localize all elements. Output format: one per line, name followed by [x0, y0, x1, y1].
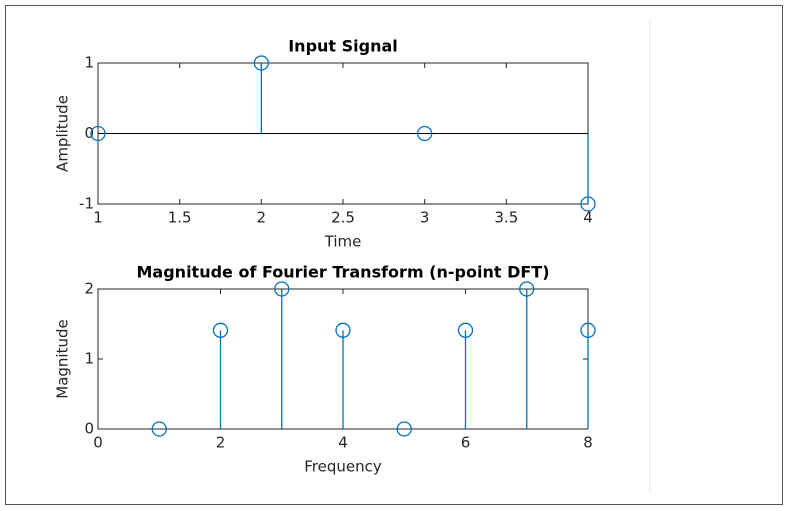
- stem-marker: [580, 322, 596, 338]
- stem-marker: [274, 281, 290, 297]
- stem-marker: [335, 322, 351, 338]
- x-tick-label: 8: [583, 434, 593, 452]
- x-axis-label: Frequency: [304, 458, 382, 476]
- y-axis-label: Magnitude: [54, 319, 72, 398]
- x-tick-label: 4: [338, 434, 348, 452]
- x-tick-label: 6: [461, 434, 471, 452]
- x-tick-label: 4: [583, 209, 593, 227]
- x-axis-label: Time: [324, 233, 362, 251]
- x-tick-label: 0: [93, 434, 103, 452]
- y-axis-label: Amplitude: [54, 95, 72, 172]
- stem-marker: [90, 125, 106, 142]
- y-tick-label: 0: [84, 124, 94, 142]
- x-tick-label: 1: [93, 209, 103, 227]
- y-tick-label: -1: [79, 195, 94, 213]
- stem-marker: [212, 322, 229, 338]
- stem-marker: [457, 322, 474, 338]
- x-tick-label: 3: [420, 209, 430, 227]
- y-tick-label: 1: [84, 54, 94, 72]
- stem-marker: [253, 55, 269, 71]
- y-tick-label: 1: [84, 350, 94, 368]
- y-tick-label: 2: [84, 280, 94, 298]
- chart-title: Magnitude of Fourier Transform (n-point …: [137, 263, 550, 282]
- stem-marker: [417, 125, 433, 142]
- x-tick-label: 2.5: [331, 209, 355, 227]
- x-tick-label: 2: [216, 434, 226, 452]
- stem-marker: [151, 421, 167, 437]
- x-tick-label: 3.5: [494, 209, 518, 227]
- y-tick-label: 0: [84, 420, 94, 438]
- chart-title: Input Signal: [288, 37, 398, 56]
- stem-marker: [396, 421, 412, 437]
- stem-marker: [519, 281, 535, 297]
- x-tick-label: 2: [257, 209, 267, 227]
- x-tick-label: 1.5: [168, 209, 192, 227]
- stem-marker: [580, 196, 596, 212]
